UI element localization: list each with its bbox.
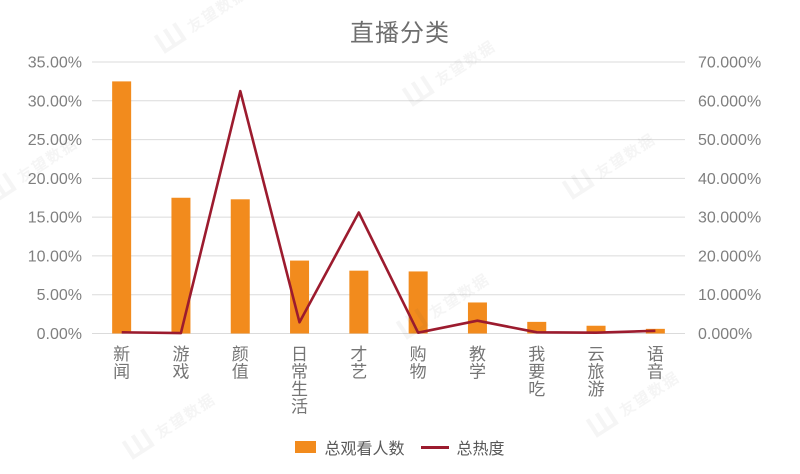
left-axis-tick-label: 15.00%: [28, 210, 82, 227]
right-axis-tick-label: 70.000%: [698, 55, 761, 72]
left-axis-tick-label: 10.00%: [28, 248, 82, 265]
bar-教学: [467, 302, 487, 334]
bar-游戏: [171, 197, 191, 334]
right-axis-tick-label: 10.000%: [698, 287, 761, 304]
category-label-我要吃: 我要吃: [528, 345, 545, 399]
right-axis-tick-label: 50.000%: [698, 132, 761, 149]
left-axis-tick-label: 0.00%: [37, 326, 82, 343]
bar-我要吃: [527, 321, 547, 334]
bar-云旅游: [586, 325, 606, 334]
left-axis-tick-label: 30.00%: [28, 93, 82, 110]
legend-label-viewers: 总观看人数: [324, 441, 405, 458]
right-axis-tick-label: 0.000%: [698, 326, 752, 343]
category-label-云旅游: 云旅游: [588, 345, 605, 399]
right-axis-tick-label: 30.000%: [698, 210, 761, 227]
bar-series-swatch-icon: [295, 441, 317, 453]
left-axis-tick-label: 25.00%: [28, 132, 82, 149]
chart-title: 直播分类: [350, 20, 450, 47]
category-label-日常生活: 日常生活: [291, 345, 308, 417]
chart-legend: 总观看人数 总热度: [0, 435, 800, 459]
category-label-购物: 购物: [410, 345, 427, 382]
line-series-swatch-icon: [420, 445, 449, 449]
bar-才艺: [349, 270, 369, 334]
bar-颜值: [230, 199, 250, 334]
category-label-语音: 语音: [647, 345, 664, 382]
left-axis-tick-label: 5.00%: [37, 287, 82, 304]
category-label-颜值: 颜值: [232, 345, 249, 382]
left-axis-tick-label: 35.00%: [28, 55, 82, 72]
heat-line-series: [121, 89, 656, 335]
category-label-新闻: 新闻: [113, 345, 130, 382]
right-axis-tick-label: 40.000%: [698, 171, 761, 188]
right-axis-tick-label: 20.000%: [698, 248, 761, 265]
legend-item-heat: 总热度: [420, 435, 505, 459]
category-label-教学: 教学: [469, 345, 486, 382]
category-label-游戏: 游戏: [172, 345, 189, 382]
category-label-才艺: 才艺: [350, 345, 367, 382]
legend-item-viewers: 总观看人数: [295, 435, 405, 459]
right-axis-tick-label: 60.000%: [698, 93, 761, 110]
left-axis-tick-label: 20.00%: [28, 171, 82, 188]
legend-label-heat: 总热度: [456, 441, 505, 458]
bar-购物: [408, 271, 428, 334]
bar-新闻: [112, 81, 132, 334]
